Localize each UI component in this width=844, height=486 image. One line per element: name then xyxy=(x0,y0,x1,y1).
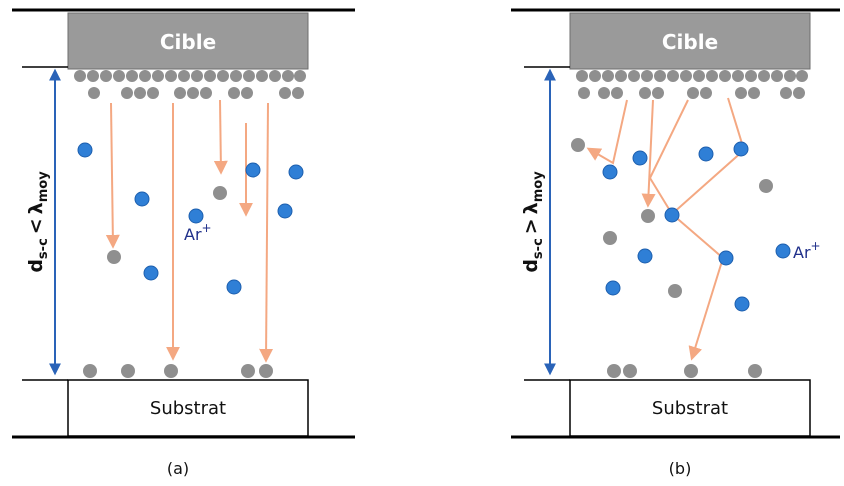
distance-label-a: ds-c<λmoy xyxy=(25,171,51,273)
target-atoms-row2-b xyxy=(578,87,805,99)
deposited-atoms-b xyxy=(607,364,762,378)
atom-trajectories-a xyxy=(105,99,274,363)
caption-a: (a) xyxy=(167,459,189,478)
substrate-label-b: Substrat xyxy=(652,398,728,419)
deposited-atoms-a xyxy=(83,364,273,378)
ion-label-a: Ar+ xyxy=(184,221,212,244)
argon-ions-b xyxy=(602,141,791,312)
substrate-label-a: Substrat xyxy=(150,398,226,419)
panel-b: Cible ds-c>λmoy xyxy=(511,8,840,478)
target-atoms-row1-a xyxy=(74,70,306,82)
distance-label-b: ds-c>λmoy xyxy=(520,171,546,273)
substrate-block-b xyxy=(569,379,811,437)
sputtered-atoms-b xyxy=(571,138,773,298)
panel-a: Cible ds-c<λmoy xyxy=(12,8,355,478)
target-atoms-row1-b xyxy=(576,70,808,82)
target-atoms-row2-a xyxy=(88,87,304,99)
caption-b: (b) xyxy=(669,459,692,478)
atom-trajectories-b xyxy=(586,97,746,361)
ion-label-b: Ar+ xyxy=(793,239,821,262)
sputtered-atoms-a xyxy=(107,186,227,264)
argon-ions-a xyxy=(77,142,304,295)
target-label-b: Cible xyxy=(662,30,718,54)
target-label-a: Cible xyxy=(160,30,216,54)
target-block-a xyxy=(67,12,309,70)
target-block-b xyxy=(569,12,811,70)
